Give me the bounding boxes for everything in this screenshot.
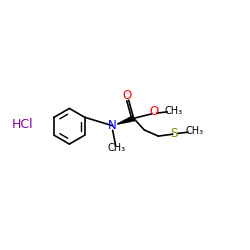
Text: O: O [149,105,158,118]
Text: S: S [170,127,178,140]
Polygon shape [117,116,135,124]
Text: CH₃: CH₃ [185,126,203,136]
Text: CH₃: CH₃ [107,144,126,154]
Text: HCl: HCl [12,118,33,132]
Text: N: N [108,119,117,132]
Text: CH₃: CH₃ [165,106,183,116]
Text: O: O [123,89,132,102]
